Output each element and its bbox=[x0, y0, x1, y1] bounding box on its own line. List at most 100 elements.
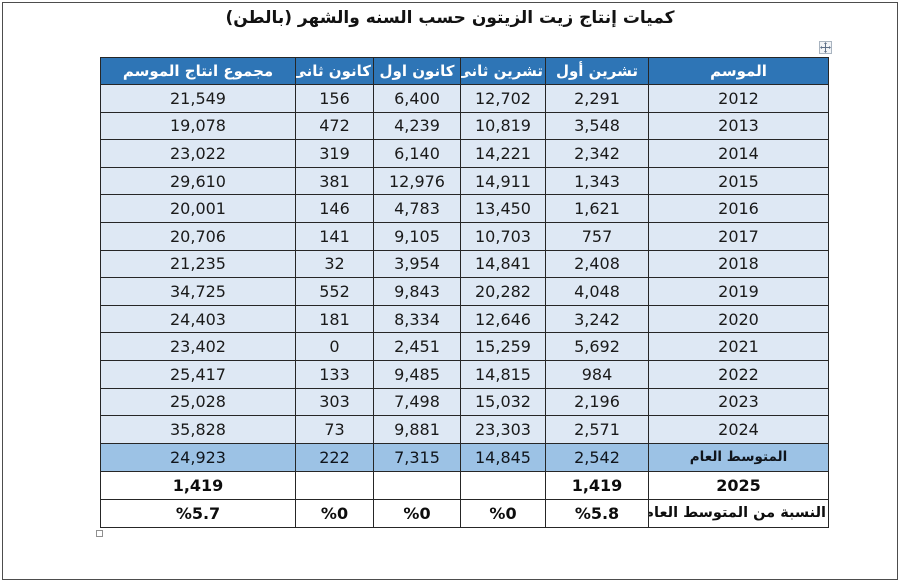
table-cell[interactable]: 4,783 bbox=[373, 194, 461, 223]
table-cell[interactable]: %0 bbox=[460, 498, 546, 528]
year-cell[interactable]: 2020 bbox=[648, 304, 829, 334]
table-cell[interactable]: 319 bbox=[295, 139, 374, 168]
table-cell[interactable]: 34,725 bbox=[100, 277, 296, 306]
table-cell[interactable]: 14,221 bbox=[460, 139, 546, 168]
table-cell[interactable]: 4,048 bbox=[545, 277, 649, 306]
table-cell[interactable]: 2,408 bbox=[545, 249, 649, 279]
table-cell[interactable]: 6,400 bbox=[373, 84, 461, 113]
table-cell[interactable]: 73 bbox=[295, 415, 374, 444]
year-cell[interactable]: 2022 bbox=[648, 359, 829, 389]
year-cell[interactable]: 2013 bbox=[648, 111, 829, 141]
table-move-handle[interactable] bbox=[819, 41, 832, 54]
table-cell[interactable]: 20,282 bbox=[460, 277, 546, 306]
table-cell[interactable]: 222 bbox=[295, 442, 374, 472]
table-cell[interactable]: 12,976 bbox=[373, 166, 461, 196]
table-cell[interactable]: 146 bbox=[295, 194, 374, 223]
table-cell[interactable]: 5,692 bbox=[545, 332, 649, 361]
table-cell[interactable]: 3,954 bbox=[373, 249, 461, 279]
year-cell[interactable]: 2017 bbox=[648, 221, 829, 251]
average-row-label[interactable]: المتوسط العام bbox=[648, 442, 829, 472]
column-header-november[interactable]: تشرين ثانى bbox=[460, 57, 546, 85]
table-resize-handle[interactable] bbox=[96, 530, 103, 537]
column-header-season-total[interactable]: مجموع انتاج الموسم bbox=[100, 57, 296, 85]
table-cell[interactable]: 21,549 bbox=[100, 84, 296, 113]
year-cell[interactable]: 2014 bbox=[648, 139, 829, 168]
table-cell[interactable]: 1,419 bbox=[100, 470, 296, 500]
table-cell[interactable]: 20,706 bbox=[100, 221, 296, 251]
table-cell[interactable]: 3,548 bbox=[545, 111, 649, 141]
table-cell[interactable]: 156 bbox=[295, 84, 374, 113]
table-cell[interactable]: 35,828 bbox=[100, 415, 296, 444]
table-cell[interactable]: 15,032 bbox=[460, 387, 546, 417]
column-header-october[interactable]: تشرين أول bbox=[545, 57, 649, 85]
table-cell[interactable]: 9,105 bbox=[373, 221, 461, 251]
table-cell[interactable]: %5.8 bbox=[545, 498, 649, 528]
table-cell[interactable]: %5.7 bbox=[100, 498, 296, 528]
table-cell[interactable]: 2,291 bbox=[545, 84, 649, 113]
table-cell[interactable]: 20,001 bbox=[100, 194, 296, 223]
table-cell[interactable] bbox=[460, 470, 546, 500]
table-cell[interactable]: 14,845 bbox=[460, 442, 546, 472]
table-cell[interactable]: 0 bbox=[295, 332, 374, 361]
table-cell[interactable]: 7,498 bbox=[373, 387, 461, 417]
table-cell[interactable]: 12,702 bbox=[460, 84, 546, 113]
table-cell[interactable]: 23,402 bbox=[100, 332, 296, 361]
column-header-season[interactable]: الموسم bbox=[648, 57, 829, 85]
year-cell[interactable]: 2021 bbox=[648, 332, 829, 361]
table-cell[interactable]: 133 bbox=[295, 359, 374, 389]
table-cell[interactable]: 757 bbox=[545, 221, 649, 251]
table-cell[interactable]: 4,239 bbox=[373, 111, 461, 141]
table-cell[interactable]: 23,303 bbox=[460, 415, 546, 444]
table-cell[interactable]: 29,610 bbox=[100, 166, 296, 196]
table-cell[interactable]: 24,923 bbox=[100, 442, 296, 472]
table-cell[interactable]: 14,841 bbox=[460, 249, 546, 279]
table-cell[interactable]: 14,911 bbox=[460, 166, 546, 196]
year-cell[interactable]: 2019 bbox=[648, 277, 829, 306]
table-cell[interactable]: 381 bbox=[295, 166, 374, 196]
table-cell[interactable]: 1,419 bbox=[545, 470, 649, 500]
year-cell[interactable]: 2016 bbox=[648, 194, 829, 223]
table-cell[interactable]: 23,022 bbox=[100, 139, 296, 168]
table-cell[interactable]: %0 bbox=[295, 498, 374, 528]
table-cell[interactable]: 25,028 bbox=[100, 387, 296, 417]
table-cell[interactable]: 19,078 bbox=[100, 111, 296, 141]
table-cell[interactable]: 6,140 bbox=[373, 139, 461, 168]
table-cell[interactable]: 15,259 bbox=[460, 332, 546, 361]
column-header-january[interactable]: كانون ثانى bbox=[295, 57, 374, 85]
table-cell[interactable]: 9,881 bbox=[373, 415, 461, 444]
table-cell[interactable]: 8,334 bbox=[373, 304, 461, 334]
table-cell[interactable] bbox=[295, 470, 374, 500]
table-cell[interactable]: 181 bbox=[295, 304, 374, 334]
percent-row-label[interactable]: النسبة من المتوسط العام bbox=[648, 498, 829, 528]
year-cell[interactable]: 2012 bbox=[648, 84, 829, 113]
year-cell[interactable]: 2023 bbox=[648, 387, 829, 417]
table-cell[interactable]: 552 bbox=[295, 277, 374, 306]
column-header-december[interactable]: كانون اول bbox=[373, 57, 461, 85]
table-cell[interactable]: 2,542 bbox=[545, 442, 649, 472]
table-cell[interactable]: 21,235 bbox=[100, 249, 296, 279]
table-cell[interactable]: 2,196 bbox=[545, 387, 649, 417]
table-cell[interactable]: 32 bbox=[295, 249, 374, 279]
table-cell[interactable] bbox=[373, 470, 461, 500]
table-cell[interactable]: %0 bbox=[373, 498, 461, 528]
table-cell[interactable]: 2,451 bbox=[373, 332, 461, 361]
table-cell[interactable]: 2,342 bbox=[545, 139, 649, 168]
table-cell[interactable]: 3,242 bbox=[545, 304, 649, 334]
table-cell[interactable]: 9,485 bbox=[373, 359, 461, 389]
table-cell[interactable]: 13,450 bbox=[460, 194, 546, 223]
table-cell[interactable]: 25,417 bbox=[100, 359, 296, 389]
table-cell[interactable]: 10,819 bbox=[460, 111, 546, 141]
table-cell[interactable]: 141 bbox=[295, 221, 374, 251]
year-cell[interactable]: 2018 bbox=[648, 249, 829, 279]
table-cell[interactable]: 14,815 bbox=[460, 359, 546, 389]
table-cell[interactable]: 7,315 bbox=[373, 442, 461, 472]
table-cell[interactable]: 984 bbox=[545, 359, 649, 389]
table-cell[interactable]: 12,646 bbox=[460, 304, 546, 334]
table-cell[interactable]: 472 bbox=[295, 111, 374, 141]
table-cell[interactable]: 2,571 bbox=[545, 415, 649, 444]
year-cell[interactable]: 2025 bbox=[648, 470, 829, 500]
table-cell[interactable]: 24,403 bbox=[100, 304, 296, 334]
year-cell[interactable]: 2024 bbox=[648, 415, 829, 444]
year-cell[interactable]: 2015 bbox=[648, 166, 829, 196]
table-cell[interactable]: 9,843 bbox=[373, 277, 461, 306]
